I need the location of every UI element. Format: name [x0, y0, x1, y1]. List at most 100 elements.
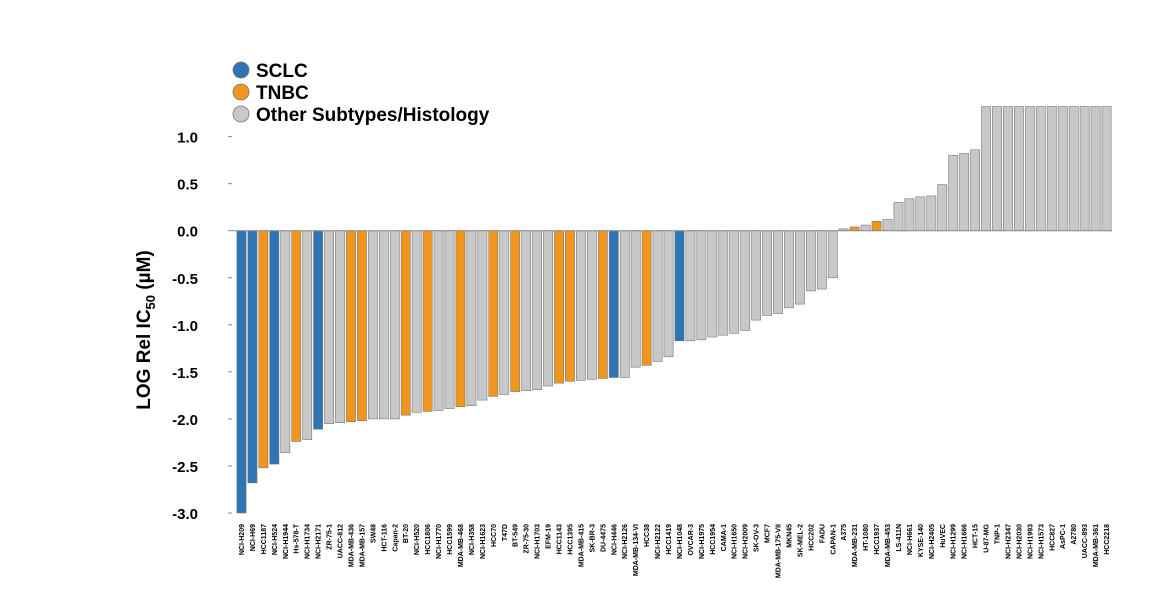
legend-marker: [232, 83, 250, 101]
bar: [433, 230, 444, 411]
bar: [992, 106, 1002, 232]
x-tick-label: NCI-H1975: [699, 524, 706, 559]
x-tick-label: CAPAN-1: [830, 524, 837, 555]
bar: [959, 153, 970, 232]
legend-label: TNBC: [256, 83, 309, 104]
x-tick-label: T47D: [502, 524, 509, 541]
bar: [586, 230, 597, 380]
bar: [1003, 106, 1013, 232]
x-tick-label: CAMA-1: [721, 524, 728, 551]
bar: [597, 230, 608, 379]
x-tick-label: TNP-1: [995, 524, 1002, 544]
x-tick-label: HCC70: [491, 524, 498, 547]
x-tick-label: HCC1599: [447, 524, 454, 555]
bar: [849, 226, 860, 232]
bar: [466, 230, 477, 407]
x-tick-label: NCI-H2347: [1005, 524, 1012, 559]
bar: [1024, 106, 1035, 232]
x-tick-label: NCI-H1048: [677, 524, 684, 559]
y-axis-label: LOG Rel IC50 (µM): [134, 250, 158, 409]
x-tick-label: ZR-75-30: [524, 524, 531, 554]
legend-label: Other Subtypes/Histology: [256, 105, 490, 126]
x-tick-label: HCC1954: [710, 524, 717, 555]
bar: [1068, 106, 1079, 232]
x-tick-label: NCI-H2030: [1016, 524, 1023, 559]
bar: [280, 230, 291, 454]
x-tick-label: NCI-H2126: [622, 524, 629, 559]
x-tick-label: HCC38: [644, 524, 651, 547]
x-tick-label: Hs-578-T: [294, 523, 301, 553]
bar: [805, 230, 816, 292]
x-tick-label: FADU: [819, 524, 826, 543]
x-tick-label: MDA-MB-175-VII: [776, 524, 783, 578]
x-tick-label: UACC-812: [338, 524, 345, 558]
bar: [860, 224, 871, 232]
x-tick-label: HCC827: [1049, 524, 1056, 551]
x-tick-label: MDA-MB-157: [359, 524, 366, 567]
bar: [488, 230, 499, 397]
x-tick-label: DU-4475: [600, 524, 607, 552]
bar: [477, 230, 488, 401]
x-tick-label: HCC1937: [874, 524, 881, 555]
x-tick-label: NCI-H2009: [743, 524, 750, 559]
bar: [411, 230, 422, 413]
bar: [1035, 106, 1046, 232]
bar: [565, 230, 575, 382]
x-tick-label: NCI-H1770: [436, 524, 443, 559]
x-tick-label: BT-20: [403, 524, 410, 543]
x-tick-label: NCI-H2405: [929, 524, 936, 559]
bar: [422, 230, 433, 412]
x-tick-label: MDA-MB-436: [348, 524, 355, 567]
bar: [302, 230, 313, 440]
bar: [532, 230, 543, 391]
x-tick-label: HCC202: [808, 524, 815, 551]
y-tick-label: -2.0: [172, 412, 198, 429]
y-axis-label-main: LOG Rel IC: [134, 309, 155, 410]
y-tick-label: -1.5: [172, 365, 198, 382]
bar: [335, 230, 345, 423]
bar: [926, 195, 937, 232]
x-tick-label: U-87-MG: [984, 523, 991, 552]
bar: [378, 230, 389, 420]
x-tick-label: Capan-2: [392, 524, 399, 552]
bar: [729, 230, 740, 334]
x-tick-label: NCI-H2122: [655, 524, 662, 559]
bar: [740, 230, 751, 331]
x-tick-label: A2780: [1071, 524, 1078, 545]
bar: [608, 230, 619, 378]
x-tick-label: HCC1419: [666, 524, 673, 555]
x-tick-label: HCT-15: [973, 524, 980, 548]
x-tick-label: MDA-MB-415: [578, 524, 585, 567]
y-axis-label-sub: 50: [143, 295, 158, 309]
x-tick-label: NCI-H1703: [535, 524, 542, 559]
bar: [455, 230, 466, 407]
bar: [269, 230, 280, 465]
x-tick-label: MDA-MB-468: [458, 524, 465, 567]
bar: [882, 219, 893, 232]
x-tick-label: HCC2218: [1104, 524, 1111, 555]
x-tick-label: NCI-H1573: [1038, 524, 1045, 559]
bar: [674, 230, 685, 342]
bar: [893, 202, 904, 232]
x-tick-label: MDA-MB-453: [885, 524, 892, 567]
x-tick-label: HCC1395: [567, 524, 574, 555]
bar: [641, 230, 652, 366]
x-tick-label: SK-MEL-2: [797, 524, 804, 557]
bar: [619, 230, 630, 378]
bar: [400, 230, 411, 416]
bar: [1014, 106, 1024, 232]
legend-label: SCLC: [256, 61, 308, 82]
x-tick-label: MDA-MB-361: [1093, 524, 1100, 567]
x-tick-label: NCI-H520: [414, 524, 421, 555]
x-tick-label: BT-549: [513, 524, 520, 547]
bar: [510, 230, 521, 392]
x-tick-label: NCI-H446: [611, 524, 618, 555]
x-tick-label: UACC-893: [1082, 524, 1089, 558]
bar: [1079, 106, 1090, 232]
bar: [444, 230, 455, 409]
x-tick-label: EFM-19: [546, 524, 553, 549]
bar: [1046, 106, 1057, 232]
x-tick-label: SK-OV-3: [754, 524, 761, 552]
bar: [291, 230, 302, 442]
legend-marker: [232, 105, 250, 123]
